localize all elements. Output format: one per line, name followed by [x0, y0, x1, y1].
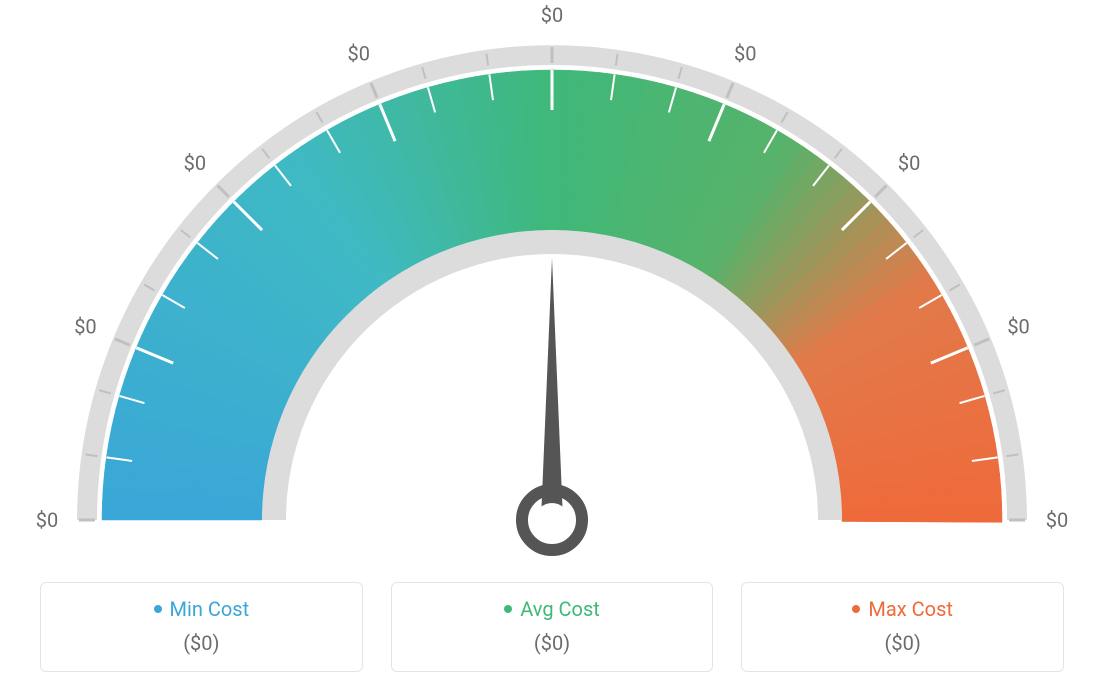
legend-dot-avg [504, 605, 512, 613]
legend-title-max: Max Cost [852, 597, 953, 621]
legend-label-max: Max Cost [868, 597, 953, 621]
legend-value-avg: ($0) [402, 631, 703, 655]
legend-title-avg: Avg Cost [504, 597, 600, 621]
legend-dot-max [852, 605, 860, 613]
cost-gauge-widget: $0 $0 $0 $0 $0 $0 $0 $0 $0 Min Cost ($0) Avg Cos… [0, 0, 1104, 690]
legend-value-max: ($0) [752, 631, 1053, 655]
legend-card-min: Min Cost ($0) [40, 582, 363, 672]
gauge-scale-label: $0 [1046, 508, 1068, 532]
legend-label-min: Min Cost [170, 597, 250, 621]
gauge-chart: $0 $0 $0 $0 $0 $0 $0 $0 $0 [0, 0, 1104, 560]
gauge-scale-label: $0 [734, 41, 756, 65]
legend-label-avg: Avg Cost [520, 597, 600, 621]
legend-row: Min Cost ($0) Avg Cost ($0) Max Cost ($0… [0, 582, 1104, 672]
legend-title-min: Min Cost [154, 597, 250, 621]
gauge-svg: $0 $0 $0 $0 $0 $0 $0 $0 $0 [0, 0, 1104, 560]
legend-card-max: Max Cost ($0) [741, 582, 1064, 672]
gauge-scale-label: $0 [898, 151, 920, 175]
legend-value-min: ($0) [51, 631, 352, 655]
gauge-scale-label: $0 [348, 41, 370, 65]
gauge-scale-label: $0 [541, 3, 563, 27]
gauge-scale-label: $0 [1007, 315, 1029, 339]
gauge-scale-label: $0 [74, 315, 96, 339]
gauge-scale-label: $0 [184, 151, 206, 175]
legend-card-avg: Avg Cost ($0) [391, 582, 714, 672]
gauge-needle-hub-hole [535, 503, 569, 537]
gauge-scale-label: $0 [36, 508, 58, 532]
legend-dot-min [154, 605, 162, 613]
gauge-needle [541, 258, 563, 520]
